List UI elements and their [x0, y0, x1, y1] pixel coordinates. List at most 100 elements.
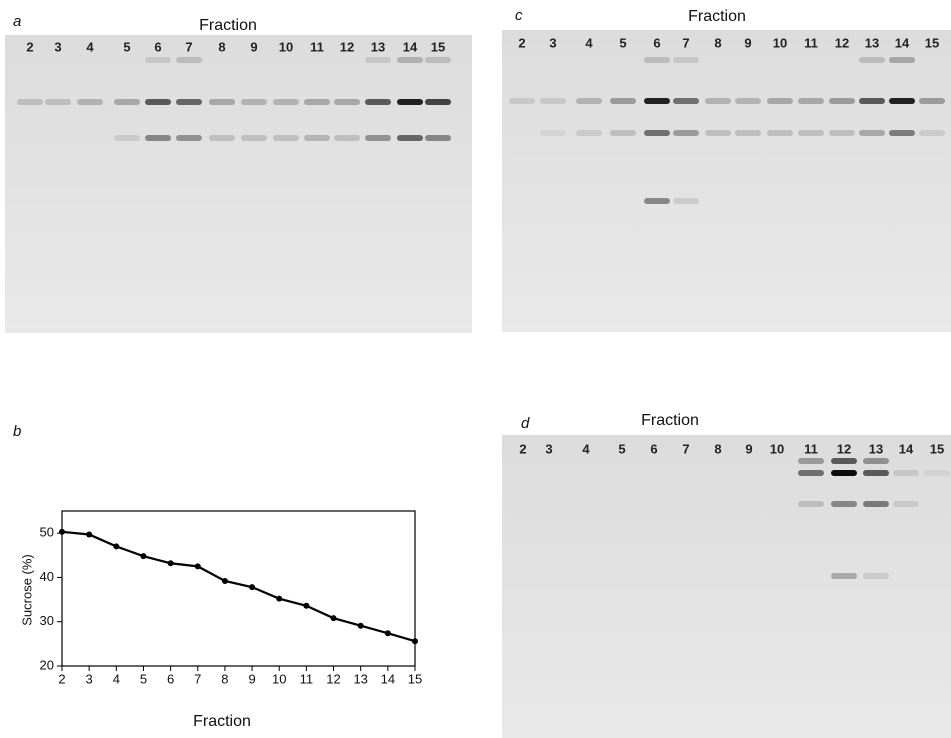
lane-label: 11: [310, 39, 324, 54]
data-point: [140, 553, 147, 560]
gel-band: [610, 98, 636, 104]
gel-band: [829, 98, 855, 104]
gel-c: [502, 30, 951, 332]
gel-band: [576, 98, 602, 104]
lane-label: 12: [340, 39, 354, 54]
gel-band: [798, 130, 824, 136]
gel-band: [859, 98, 885, 104]
data-point: [194, 563, 201, 570]
gel-band: [893, 501, 919, 507]
lane-label: 10: [279, 39, 293, 54]
lane-label: 6: [653, 35, 660, 50]
gel-band: [919, 98, 945, 104]
panel-label: d: [521, 415, 530, 432]
lane-label: 8: [218, 39, 225, 54]
lane-label: 5: [123, 39, 130, 54]
data-point: [59, 528, 65, 535]
gel-band: [705, 98, 731, 104]
gel-band: [735, 130, 761, 136]
gel-band: [735, 98, 761, 104]
gel-band: [863, 470, 889, 476]
y-tick-label: 30: [40, 613, 54, 628]
lane-label: 15: [431, 39, 445, 54]
panel-label: b: [13, 423, 21, 440]
x-tick-label: 2: [58, 671, 65, 686]
gel-band: [540, 130, 566, 136]
lane-label: 9: [745, 441, 752, 456]
lane-label: 5: [618, 441, 625, 456]
lane-label: 10: [773, 35, 787, 50]
gel-band: [397, 99, 423, 105]
gel-band: [114, 99, 140, 105]
gel-band: [365, 99, 391, 105]
lane-label: 8: [714, 35, 721, 50]
gel-band: [45, 99, 71, 105]
data-point: [412, 638, 418, 645]
gel-band: [304, 135, 330, 141]
gel-band: [673, 98, 699, 104]
lane-label: 6: [650, 441, 657, 456]
lane-label: 13: [865, 35, 879, 50]
gel-band: [77, 99, 103, 105]
lane-label: 4: [585, 35, 593, 50]
gel-band: [863, 501, 889, 507]
x-tick-label: 14: [381, 671, 395, 686]
gel-band: [859, 130, 885, 136]
lane-label: 2: [519, 441, 526, 456]
gel-band: [831, 458, 857, 464]
gel-band: [509, 98, 535, 104]
lane-label: 11: [804, 441, 818, 456]
gel-band: [863, 458, 889, 464]
gel-band: [425, 99, 451, 105]
gel-band: [241, 99, 267, 105]
lane-label: 7: [682, 441, 689, 456]
gel-band: [831, 501, 857, 507]
gel-band: [176, 135, 202, 141]
x-axis-label: Fraction: [193, 713, 251, 730]
gel-band: [673, 130, 699, 136]
gel-band: [644, 130, 670, 136]
gel-band: [17, 99, 43, 105]
gel-band: [176, 57, 202, 63]
gel-band: [241, 135, 267, 141]
gel-band: [831, 470, 857, 476]
gel-a: [5, 35, 472, 333]
gel-band: [798, 98, 824, 104]
gel-band: [919, 130, 945, 136]
data-point: [249, 584, 256, 591]
gel-band: [767, 98, 793, 104]
gel-band: [924, 470, 950, 476]
x-tick-label: 10: [272, 671, 286, 686]
data-point: [276, 595, 283, 602]
y-tick-label: 40: [40, 569, 54, 584]
lane-label: 10: [770, 441, 784, 456]
x-tick-label: 9: [248, 671, 255, 686]
lane-label: 4: [86, 39, 94, 54]
gel-band: [889, 57, 915, 63]
gel-band: [425, 135, 451, 141]
gel-band: [893, 470, 919, 476]
panel-label: c: [515, 7, 523, 24]
gel-band: [425, 57, 451, 63]
data-point: [357, 622, 364, 629]
lane-label: 12: [837, 441, 851, 456]
gel-band: [540, 98, 566, 104]
gel-band: [145, 57, 171, 63]
gel-band: [673, 198, 699, 204]
lane-label: 15: [925, 35, 939, 50]
lane-label: 2: [518, 35, 525, 50]
x-tick-label: 6: [167, 671, 174, 686]
lane-label: 3: [54, 39, 61, 54]
y-axis-label: Sucrose (%): [19, 554, 34, 626]
gel-band: [273, 135, 299, 141]
lane-label: 7: [185, 39, 192, 54]
lane-label: 14: [895, 35, 910, 50]
gel-band: [209, 135, 235, 141]
gel-band: [334, 99, 360, 105]
x-tick-label: 11: [300, 671, 314, 686]
gel-band: [397, 57, 423, 63]
lane-label: 3: [545, 441, 552, 456]
gel-band: [610, 130, 636, 136]
lane-label: 5: [619, 35, 626, 50]
